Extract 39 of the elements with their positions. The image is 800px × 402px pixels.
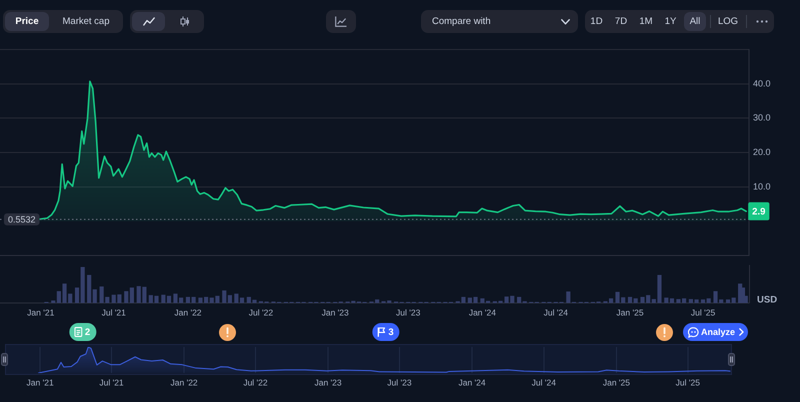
x-tick-label: Jan '24	[458, 377, 486, 388]
x-tick-label: Jul '24	[544, 307, 568, 318]
text: 1M	[639, 16, 653, 27]
y-tick-label: 40.0	[753, 78, 771, 88]
text: Market cap	[62, 16, 110, 27]
x-tick-label: Jan '21	[27, 307, 55, 318]
text: 1D	[590, 16, 603, 27]
y-axis-title: USD	[757, 294, 778, 306]
x-tick-label: Jul '22	[248, 307, 274, 318]
x-tick-label: Jan '25	[616, 307, 644, 318]
x-tick-label: Jan '21	[26, 377, 54, 388]
x-tick-label: Jan '22	[170, 377, 198, 388]
ref-line-label: 0.5532	[8, 214, 36, 224]
x-tick-label: Jul '23	[387, 377, 412, 388]
x-tick-label: Jan '23	[322, 307, 350, 318]
x-tick-label: Jul '24	[532, 377, 556, 388]
y-tick-label: 30.0	[753, 112, 771, 123]
event-marker: 2	[68, 323, 96, 341]
x-tick-label: Jul '21	[102, 307, 126, 318]
selected-tab: Price	[5, 12, 49, 31]
text: Compare with	[432, 16, 491, 27]
text: 7D	[614, 16, 628, 27]
text: 1Y	[664, 16, 676, 27]
x-tick-label: Jul '25	[690, 307, 716, 318]
x-tick-label: Jan '22	[174, 307, 202, 318]
x-tick-label: Jul '22	[243, 377, 268, 388]
x-tick-label: Jan '24	[468, 307, 496, 318]
x-tick-label: Jul '23	[396, 307, 421, 318]
data-label: 2.9	[752, 206, 766, 218]
y-tick-label: 20.0	[753, 146, 771, 157]
x-tick-label: Jan '25	[602, 377, 630, 388]
text: LOG	[718, 16, 738, 27]
x-tick-label: Jul '21	[99, 377, 124, 388]
selected-tab: All	[684, 12, 706, 31]
x-tick-label: Jan '23	[314, 377, 342, 388]
analyze-button: Analyze	[683, 323, 748, 341]
event-marker: 3	[372, 323, 400, 341]
x-tick-label: Jul '25	[676, 377, 700, 388]
y-tick-label: 10.0	[753, 181, 771, 192]
